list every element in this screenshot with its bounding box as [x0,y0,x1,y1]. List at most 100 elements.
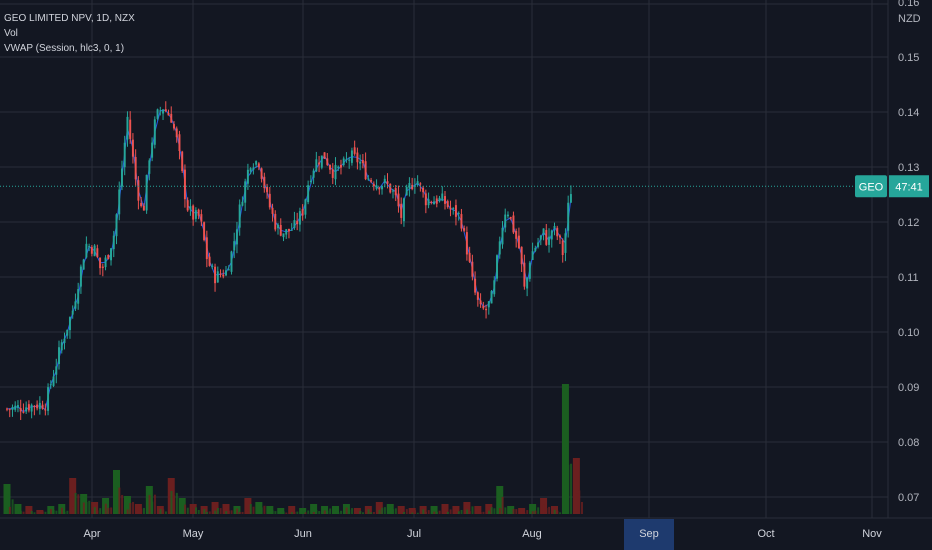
price-tag-box: GEO 47:41 [855,175,929,198]
volume-bar [184,504,187,514]
volume-bar [50,509,52,514]
candle-body [175,128,178,138]
volume-bar [537,507,540,514]
symbol-info[interactable]: GEO LIMITED NPV, 1D, NZX [4,13,135,24]
candle-body [260,168,263,179]
month-tick-label: Aug [522,528,542,540]
volume-bar [340,510,343,514]
volume-bar [151,501,154,514]
volume-bar [567,464,570,514]
volume-bar [293,511,296,514]
candle-body [82,259,85,270]
vwap-indicator-label[interactable]: VWAP (Session, hlc3, 0, 1) [4,43,125,54]
candle-body [375,185,378,189]
candle-body [556,227,559,237]
volume-bar [531,511,534,514]
candle-body [8,409,11,411]
candle-body [71,310,74,315]
candle-body [216,271,219,283]
candle-body [345,159,348,161]
candle-body [331,169,334,178]
candle-body [60,342,63,351]
volume-bar [435,511,438,514]
candle-body [178,134,181,152]
candle-body [227,269,230,271]
volume-bar [326,510,329,514]
candle-body [173,124,175,129]
candle-body [411,184,414,190]
volume-bar [512,508,515,514]
volume-bar [329,508,332,514]
price-scale[interactable]: 0.16 NZD 0.07 0.08 0.09 0.10 0.11 0.12 0.13 0.1… [855,0,932,518]
volume-bar [312,511,315,514]
volume-bar [52,510,55,514]
volume-bar [466,509,469,514]
volume-bar [162,509,165,514]
candle-body [561,240,564,256]
volume-bar [498,508,501,514]
volume-bar [575,493,578,514]
candle-body [145,174,148,211]
volume-bar [123,496,131,514]
candle-body [523,262,526,287]
volume-bar [6,494,9,514]
symbol-tag-background [855,175,887,198]
volume-indicator-label[interactable]: Vol [4,28,18,39]
volume-bar [96,510,99,514]
candle-body [454,205,457,217]
volume-bar [323,510,326,514]
volume-bar [375,502,383,514]
candle-body [433,201,436,205]
candle-body [27,404,30,411]
candle-body [63,338,66,343]
candle-body [367,178,370,180]
volume-bar [362,512,364,514]
candle-body [112,235,115,250]
candle-body [263,176,266,189]
volume-bar [255,502,263,514]
candle-body [474,278,477,293]
volume-bar [471,506,474,514]
volume-bar [33,512,36,514]
candle-body [372,183,375,187]
volume-bar [408,508,416,514]
price-tick-label: 0.10 [898,327,919,339]
candle-body [200,214,203,222]
candle-body [99,257,102,269]
volume-bar [216,508,219,514]
candle-body [194,210,197,219]
volume-bar [88,500,91,514]
volume-bar [30,511,33,514]
candle-body [282,233,285,238]
volume-bar [11,499,14,514]
candle-body [235,229,238,245]
candle-body [312,170,315,178]
candle-body [356,152,359,163]
volume-bar [307,510,310,514]
volume-bar [134,504,142,514]
volume-bar [41,511,44,514]
candle-body [107,255,110,259]
volume-bar [403,511,406,514]
time-scale[interactable]: Apr May Jun Jul Aug Sep Oct Nov [0,517,932,550]
volume-bar [394,508,397,514]
candle-body [205,237,208,260]
candle-body [435,198,438,204]
candle-body [539,235,542,240]
candle-body [512,215,515,233]
candle-body [419,183,422,185]
candle-body [186,200,189,211]
candle-body [504,214,507,228]
candle-body [416,181,419,186]
volume-bar [477,510,480,514]
volume-bar [392,509,395,514]
volume-bar [455,511,458,514]
volume-bar [104,503,107,514]
volume-bar [564,447,567,514]
price-tick-label: 0.11 [898,272,919,284]
volume-bar [279,510,282,514]
candle-body [490,291,493,304]
currency-label[interactable]: NZD [898,13,921,25]
candle-body [22,411,25,413]
